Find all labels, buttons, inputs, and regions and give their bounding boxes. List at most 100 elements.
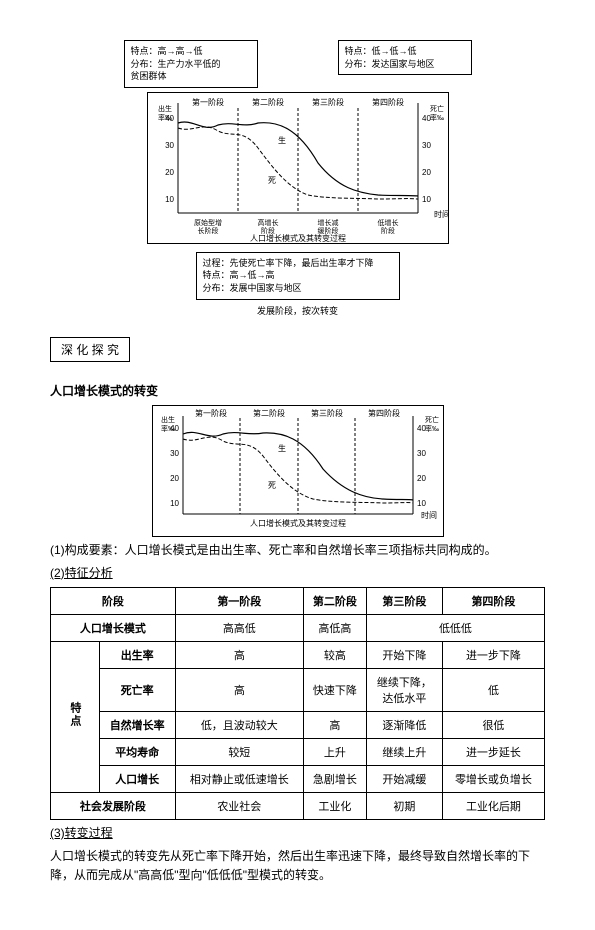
y-tick: 30: [165, 141, 174, 150]
y-tick: 30: [417, 449, 426, 458]
cell: 工业化后期: [442, 792, 544, 819]
y-right-label: 死亡: [430, 104, 444, 113]
series-label: 死: [268, 176, 276, 185]
para-3: 人口增长模式的转变先从死亡率下降开始，然后出生率迅速下降，最终导致自然增长率的下…: [50, 847, 545, 885]
features-table: 阶段 第一阶段 第二阶段 第三阶段 第四阶段 人口增长模式 高高低 高低高 低低…: [50, 587, 545, 820]
stage-label: 第二阶段: [252, 97, 284, 107]
cell: 开始减缓: [366, 765, 442, 792]
chart-caption: 人口增长模式及其转变过程: [250, 233, 346, 243]
cell: 继续上升: [366, 738, 442, 765]
cell: 较高: [303, 641, 366, 668]
cell: 进一步延长: [442, 738, 544, 765]
cell: 高高低: [175, 614, 303, 641]
row-h: 出生率: [99, 641, 175, 668]
table-row: 死亡率 高 快速下降 继续下降， 达低水平 低: [51, 668, 545, 711]
cell: 较短: [175, 738, 303, 765]
middle-annotation-row: 过程：先使死亡率下降，最后出生率才下降 特点：高→低→高 分布：发展中国家与地区: [50, 252, 545, 300]
bottom-label: 原始型增: [194, 218, 222, 227]
chart-1: 40 30 20 10 40 30 20 10 第一阶段 第二阶段 第三阶段 第…: [147, 92, 449, 244]
middle-box: 过程：先使死亡率下降，最后出生率才下降 特点：高→低→高 分布：发展中国家与地区: [196, 252, 400, 300]
box-line: 分布：发达国家与地区: [345, 58, 465, 71]
cell: 农业社会: [175, 792, 303, 819]
cell: 工业化: [303, 792, 366, 819]
chart-2: 40 30 20 10 40 30 20 10 第一阶段 第二阶段 第三阶段 第…: [152, 405, 444, 537]
cell: 相对静止或低速增长: [175, 765, 303, 792]
th-s4: 第四阶段: [442, 587, 544, 614]
th-features: 特点: [51, 641, 100, 792]
series-label: 死: [268, 481, 276, 490]
section-label: 深 化 探 究: [50, 337, 130, 362]
table-row: 自然增长率 低，且波动较大 高 逐渐降低 很低: [51, 711, 545, 738]
row-h: 社会发展阶段: [51, 792, 176, 819]
y-tick: 10: [170, 499, 179, 508]
cell: 高: [175, 641, 303, 668]
heading: 人口增长模式的转变: [50, 382, 545, 399]
box-line: 特点：低→低→低: [345, 45, 465, 58]
cell: 很低: [442, 711, 544, 738]
row-h: 自然增长率: [99, 711, 175, 738]
table-row: 平均寿命 较短 上升 继续上升 进一步延长: [51, 738, 545, 765]
para-3-label: (3)转变过程: [50, 824, 545, 843]
svg-text:死亡: 死亡: [425, 415, 439, 424]
stage-label: 第四阶段: [368, 408, 400, 418]
y-tick: 30: [170, 449, 179, 458]
svg-text:率‰: 率‰: [158, 113, 172, 122]
th-s2: 第二阶段: [303, 587, 366, 614]
bottom-label: 阶段: [381, 226, 395, 235]
bottom-label: 高增长: [257, 218, 278, 227]
table-row: 阶段 第一阶段 第二阶段 第三阶段 第四阶段: [51, 587, 545, 614]
table-row: 人口增长 相对静止或低速增长 急剧增长 开始减缓 零增长或负增长: [51, 765, 545, 792]
y-tick: 30: [422, 141, 431, 150]
svg-text:率‰: 率‰: [425, 424, 439, 433]
svg-text:出生: 出生: [161, 415, 175, 424]
series-label: 生: [278, 135, 286, 145]
cell: 零增长或负增长: [442, 765, 544, 792]
cell: 急剧增长: [303, 765, 366, 792]
stage-label: 第二阶段: [253, 408, 285, 418]
th-s1: 第一阶段: [175, 587, 303, 614]
y-tick: 10: [165, 195, 174, 204]
row-h: 死亡率: [99, 668, 175, 711]
box-line: 分布：生产力水平低的: [131, 58, 251, 71]
y-tick: 10: [422, 195, 431, 204]
y-left-label: 出生: [158, 104, 172, 113]
y-tick: 20: [417, 474, 426, 483]
stage-label: 第一阶段: [195, 408, 227, 418]
stage-label: 第三阶段: [312, 97, 344, 107]
cell: 上升: [303, 738, 366, 765]
cell: 低: [442, 668, 544, 711]
stage-label: 第一阶段: [192, 97, 224, 107]
row-h: 平均寿命: [99, 738, 175, 765]
bottom-label: 增长减: [317, 218, 338, 227]
bottom-label: 低增长: [377, 218, 398, 227]
cell: 高: [175, 668, 303, 711]
svg-text:率‰: 率‰: [161, 424, 175, 433]
box-line: 过程：先使死亡率下降，最后出生率才下降: [203, 257, 393, 270]
y-tick: 20: [165, 168, 174, 177]
box-line: 贫困群体: [131, 70, 251, 83]
table-row: 人口增长模式 高高低 高低高 低低低: [51, 614, 545, 641]
series-label: 生: [278, 443, 286, 453]
stage-label: 第三阶段: [311, 408, 343, 418]
top-right-box: 特点：低→低→低 分布：发达国家与地区: [338, 40, 472, 75]
cell: 高低高: [303, 614, 366, 641]
cell: 快速下降: [303, 668, 366, 711]
cell: 低低低: [366, 614, 544, 641]
cell: 进一步下降: [442, 641, 544, 668]
y-tick: 20: [422, 168, 431, 177]
cell: 初期: [366, 792, 442, 819]
bottom-label: 长阶段: [197, 226, 218, 235]
box-line: 特点：高→高→低: [131, 45, 251, 58]
cell: 开始下降: [366, 641, 442, 668]
row-h: 人口增长: [99, 765, 175, 792]
th-stage: 阶段: [51, 587, 176, 614]
top-left-box: 特点：高→高→低 分布：生产力水平低的 贫困群体: [124, 40, 258, 88]
y-tick: 10: [417, 499, 426, 508]
svg-text:率‰: 率‰: [430, 113, 444, 122]
table-row: 社会发展阶段 农业社会 工业化 初期 工业化后期: [51, 792, 545, 819]
box-line: 分布：发展中国家与地区: [203, 282, 393, 295]
x-label: 时间: [434, 209, 449, 219]
box-line: 特点：高→低→高: [203, 269, 393, 282]
para-1: (1)构成要素：人口增长模式是由出生率、死亡率和自然增长率三项指标共同构成的。: [50, 541, 545, 560]
stage-label: 第四阶段: [372, 97, 404, 107]
